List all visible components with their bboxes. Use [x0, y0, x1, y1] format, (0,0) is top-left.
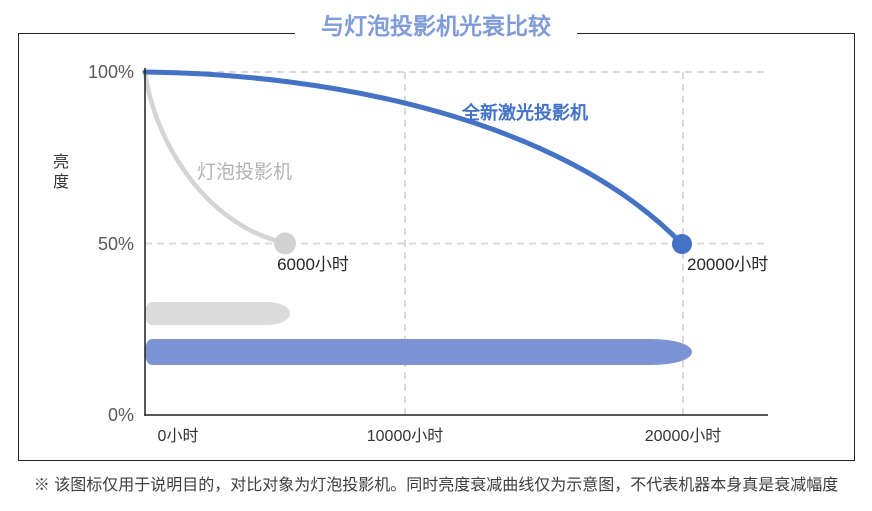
- laser-decay-curve: [142, 69, 685, 247]
- lamp-endpoint-annotation: 6000小时: [277, 255, 349, 274]
- y-tick-50-percent: 50%: [97, 234, 134, 254]
- laser-series-label: 全新激光投影机: [462, 103, 588, 123]
- x-tick-0-hours: 0小时: [157, 428, 199, 445]
- laser-endpoint-dot: [672, 234, 692, 254]
- y-tick-100-percent: 100%: [87, 62, 134, 82]
- lamp-series-label: 灯泡投影机: [197, 162, 293, 183]
- chart-footnote: ※ 该图标仅用于说明目的，对比对象为灯泡投影机。同时亮度衰减曲线仅为示意图，不代…: [33, 477, 839, 494]
- x-tick-20000-hours: 20000小时: [644, 428, 722, 445]
- lamp-decay-curve: [142, 69, 288, 246]
- laser-life-bar: [145, 339, 692, 365]
- y-axis-title: 亮度: [50, 153, 67, 193]
- y-tick-0-percent: 0%: [107, 405, 134, 425]
- laser-endpoint-annotation: 20000小时: [687, 255, 769, 274]
- lamp-endpoint-dot: [274, 232, 296, 255]
- chart-title: 与灯泡投影机光衰比较: [295, 12, 577, 40]
- x-tick-10000-hours: 10000小时: [366, 428, 444, 445]
- lamp-life-bar: [145, 302, 290, 325]
